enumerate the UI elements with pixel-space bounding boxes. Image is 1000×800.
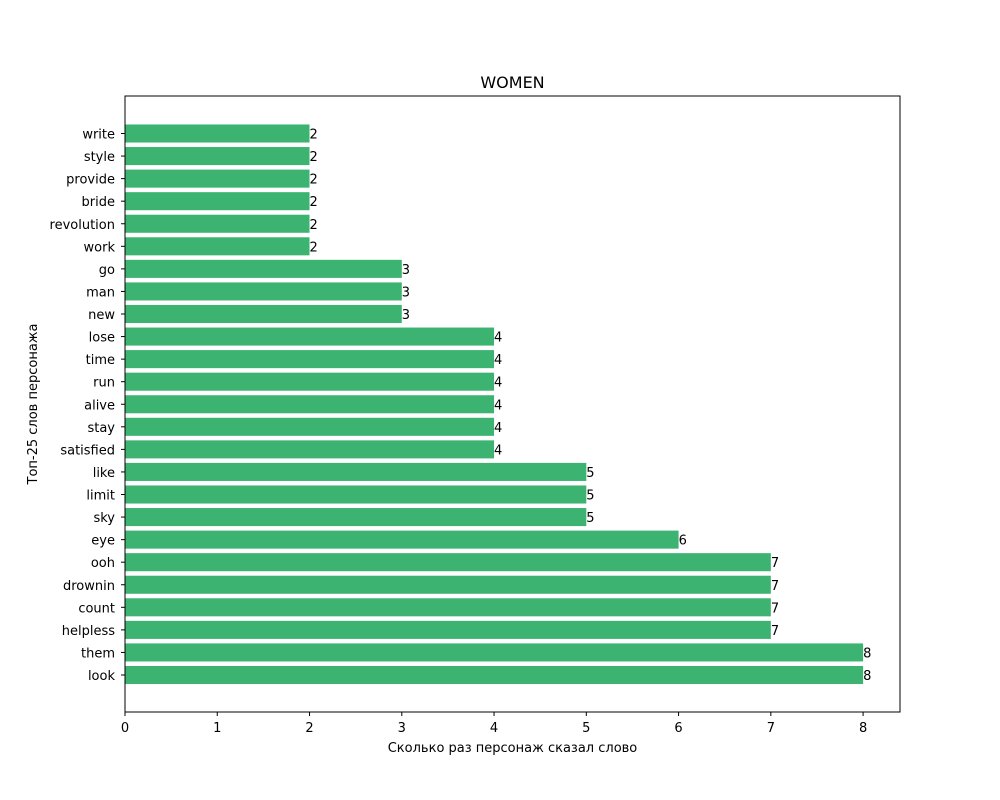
x-tick-label: 3	[398, 721, 406, 736]
bar-limit	[125, 485, 587, 504]
data-label-sky: 5	[586, 511, 594, 526]
y-tick-label: eye	[91, 534, 115, 549]
y-tick-label: new	[88, 308, 115, 323]
x-tick-label: 2	[305, 721, 313, 736]
y-tick-label: satisfied	[60, 443, 115, 458]
bar-run	[125, 372, 495, 391]
y-tick-label: man	[86, 285, 115, 300]
data-label-bride: 2	[310, 195, 318, 210]
data-label-style: 2	[310, 150, 318, 165]
y-tick-label: helpless	[62, 624, 115, 639]
data-label-drownin: 7	[771, 579, 779, 594]
data-label-look: 8	[863, 669, 871, 684]
data-label-eye: 6	[679, 534, 687, 549]
data-label-like: 5	[586, 466, 594, 481]
data-label-satisfied: 4	[494, 443, 502, 458]
y-tick-label: ooh	[91, 556, 115, 571]
bar-satisfied	[125, 440, 495, 459]
data-label-limit: 5	[586, 489, 594, 504]
bar-alive	[125, 395, 495, 414]
chart-title: WOMEN	[480, 73, 544, 92]
y-tick-label: time	[86, 353, 115, 368]
y-tick-label: work	[84, 240, 116, 255]
data-label-lose: 4	[494, 331, 502, 346]
y-tick-label: style	[84, 150, 115, 165]
y-tick-label: like	[93, 466, 115, 481]
bar-time	[125, 350, 495, 369]
y-tick-label: drownin	[63, 579, 115, 594]
y-axis-label: Топ-25 слов персонажа	[26, 324, 41, 486]
bar-work	[125, 237, 310, 256]
x-axis-label: Сколько раз персонаж сказал слово	[388, 741, 638, 756]
data-label-revolution: 2	[310, 218, 318, 233]
data-label-count: 7	[771, 601, 779, 616]
bar-them	[125, 643, 864, 662]
bar-like	[125, 462, 587, 481]
bar-revolution	[125, 214, 310, 233]
bars-layer: 8 8 7 7 7 7 6 5 5 5 4 4 4 4 4 4 3 3 3 2 2 2 2 2 2	[125, 124, 871, 685]
bar-look	[125, 665, 864, 685]
data-label-alive: 4	[494, 398, 502, 413]
y-tick-label: alive	[84, 398, 115, 413]
y-tick-label: lose	[89, 331, 115, 346]
y-tick-label: go	[99, 263, 115, 278]
data-label-ooh: 7	[771, 556, 779, 571]
y-tick-label: sky	[93, 511, 115, 526]
y-tick-label: revolution	[50, 218, 115, 233]
y-tick-label: provide	[66, 173, 115, 188]
x-tick-label: 8	[859, 721, 867, 736]
data-label-time: 4	[494, 353, 502, 368]
data-label-write: 2	[310, 128, 318, 143]
data-label-helpless: 7	[771, 624, 779, 639]
ticks-layer: look them helpless count drownin ooh eye sky lim…	[50, 128, 868, 737]
bar-provide	[125, 169, 310, 188]
y-tick-label: run	[93, 376, 115, 391]
x-tick-label: 4	[490, 721, 498, 736]
data-label-work: 2	[310, 240, 318, 255]
data-label-go: 3	[402, 263, 410, 278]
bar-ooh	[125, 553, 771, 572]
bar-bride	[125, 192, 310, 211]
bar-stay	[125, 417, 495, 436]
x-tick-label: 7	[767, 721, 775, 736]
bar-lose	[125, 327, 495, 346]
bar-drownin	[125, 575, 771, 594]
bar-eye	[125, 530, 679, 549]
y-tick-label: count	[78, 601, 115, 616]
data-label-run: 4	[494, 376, 502, 391]
bar-count	[125, 598, 771, 617]
bar-go	[125, 259, 402, 278]
y-tick-label: them	[81, 646, 115, 661]
y-tick-label: look	[88, 669, 116, 684]
data-label-provide: 2	[310, 173, 318, 188]
bar-sky	[125, 508, 587, 527]
data-label-them: 8	[863, 646, 871, 661]
data-label-new: 3	[402, 308, 410, 323]
plot-frame	[124, 95, 901, 713]
bar-new	[125, 304, 402, 324]
data-label-stay: 4	[494, 421, 502, 436]
bar-write	[125, 124, 310, 143]
bar-man	[125, 282, 402, 301]
x-tick-label: 5	[582, 721, 590, 736]
y-tick-label: write	[82, 128, 115, 143]
bar-style	[125, 147, 310, 166]
y-tick-label: limit	[86, 489, 115, 504]
y-tick-label: bride	[82, 195, 115, 210]
y-tick-label: stay	[87, 421, 115, 436]
data-label-man: 3	[402, 285, 410, 300]
x-tick-label: 6	[674, 721, 682, 736]
bar-helpless	[125, 620, 771, 639]
x-tick-label: 1	[213, 721, 221, 736]
x-tick-label: 0	[121, 721, 129, 736]
